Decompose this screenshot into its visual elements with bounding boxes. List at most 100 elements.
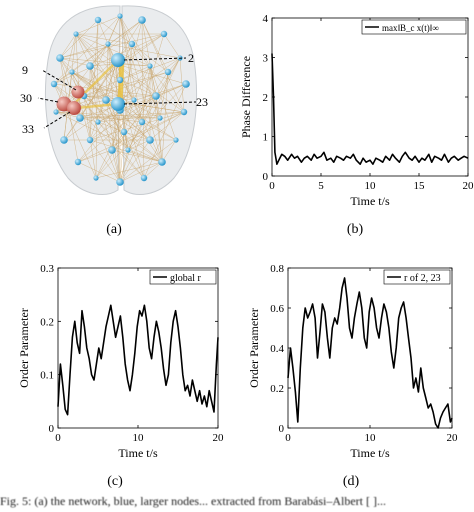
legend-label: global r	[170, 273, 201, 284]
y-tick-label: 0.1	[40, 370, 54, 382]
network-edge	[111, 149, 163, 163]
y-axis-label: Order Parameter	[17, 308, 31, 388]
node-9-large	[71, 85, 85, 99]
network-edge	[143, 83, 187, 179]
network-node	[146, 136, 154, 144]
network-node	[73, 31, 79, 37]
x-axis-label: Time t/s	[350, 446, 390, 460]
y-tick-label: 0.8	[270, 263, 284, 275]
network-edge	[115, 63, 163, 163]
network-node	[93, 175, 99, 181]
network-edge	[155, 57, 181, 97]
network-edge	[131, 43, 185, 113]
network-edge	[97, 121, 129, 151]
network-edge	[59, 57, 91, 67]
network-edge	[97, 19, 109, 45]
brain-network-illustration: 9 2 30 23 33	[20, 5, 208, 195]
caption-c: (c)	[107, 474, 123, 489]
network-edge	[75, 33, 143, 123]
network-edge	[127, 149, 163, 163]
network-node	[140, 174, 148, 182]
network-edge	[97, 63, 117, 123]
network-edge	[141, 19, 185, 113]
y-tick-label: 0	[279, 423, 285, 435]
y-tick-label: 0.6	[270, 303, 284, 315]
network-edge	[55, 111, 163, 163]
network-node	[95, 119, 101, 125]
network-edge	[59, 33, 77, 59]
network-edge	[89, 65, 99, 123]
network-node	[180, 108, 188, 116]
node-label: 33	[22, 122, 34, 136]
highlight-edge	[75, 102, 119, 110]
network-node	[116, 178, 124, 186]
network-edge	[89, 43, 109, 67]
network-edge	[111, 149, 121, 183]
network-node	[120, 128, 128, 136]
x-tick-label: 10	[365, 180, 377, 192]
network-edge	[141, 65, 151, 123]
caption-d: (d)	[342, 474, 360, 489]
network-edge	[123, 99, 135, 133]
network-edge	[107, 43, 181, 59]
chart-phase-difference: 0 5 10 15 20 0 1 2 3 4 Time t/s Phase Difference max…	[239, 13, 474, 208]
node-label: 2	[188, 51, 194, 65]
figure-footer-text: Fig. 5: (a) the network, blue, larger no…	[0, 494, 386, 508]
x-tick-label: 20	[463, 180, 474, 192]
network-edge	[95, 83, 187, 179]
label-leader-line	[123, 101, 197, 105]
network-node	[173, 137, 179, 143]
network-edge	[71, 71, 135, 101]
network-edge	[89, 19, 143, 67]
chart-global-order-parameter: 0 10 20 0 0.1 0.2 0.3 Time t/s Order Parameter gl…	[17, 263, 224, 460]
network-node	[117, 13, 123, 19]
network-edge	[111, 111, 185, 151]
network-edge	[59, 19, 99, 59]
network-edge	[115, 63, 121, 183]
y-tick-label: 0.4	[270, 343, 284, 355]
chart-local-order-parameter: 0 10 20 0 0.2 0.4 0.6 0.8 Time t/s Order Paramete…	[247, 263, 458, 460]
axes-frame	[57, 267, 219, 429]
label-leader-line	[123, 57, 187, 61]
panel-b: 0 5 10 15 20 0 1 2 3 4 Time t/s Phase Difference max…	[236, 0, 474, 220]
network-node	[157, 115, 163, 121]
x-tick-label: 10	[365, 432, 377, 444]
network-node	[74, 158, 82, 166]
network-edge	[143, 161, 163, 179]
network-node	[116, 76, 124, 84]
network-node	[138, 16, 146, 24]
network-edge	[89, 139, 121, 183]
network-edge	[53, 33, 165, 85]
network-edge	[53, 83, 163, 163]
legend-label: r of 2, 23	[404, 273, 441, 284]
legend-box	[149, 269, 217, 285]
x-axis-label: Time t/s	[350, 194, 390, 208]
network-node	[108, 146, 116, 154]
panel-a: 9 2 30 23 33	[20, 0, 220, 210]
network-edge	[149, 111, 185, 141]
node-23-large	[111, 97, 125, 111]
network-node	[86, 136, 94, 144]
series-line	[271, 53, 469, 165]
node-label: 23	[196, 95, 208, 109]
series-line	[57, 304, 219, 416]
network-node	[158, 158, 166, 166]
x-tick-label: 10	[133, 432, 145, 444]
network-node	[56, 54, 64, 62]
y-tick-label: 0	[263, 171, 269, 183]
network-node	[60, 136, 68, 144]
network-edge	[59, 43, 109, 59]
label-leader-line	[41, 69, 77, 91]
network-node	[138, 118, 146, 126]
panel-d: 0 10 20 0 0.2 0.4 0.6 0.8 Time t/s Order Paramete…	[238, 250, 464, 470]
network-node	[53, 109, 59, 115]
network-edge	[77, 149, 113, 163]
network-edge	[97, 19, 133, 45]
network-edge	[83, 71, 169, 97]
y-tick-label: 0.2	[270, 383, 284, 395]
network-edge	[161, 71, 169, 163]
network-edge	[127, 57, 181, 151]
network-edge	[131, 43, 169, 73]
network-edge	[163, 33, 181, 59]
network-node	[152, 92, 160, 100]
